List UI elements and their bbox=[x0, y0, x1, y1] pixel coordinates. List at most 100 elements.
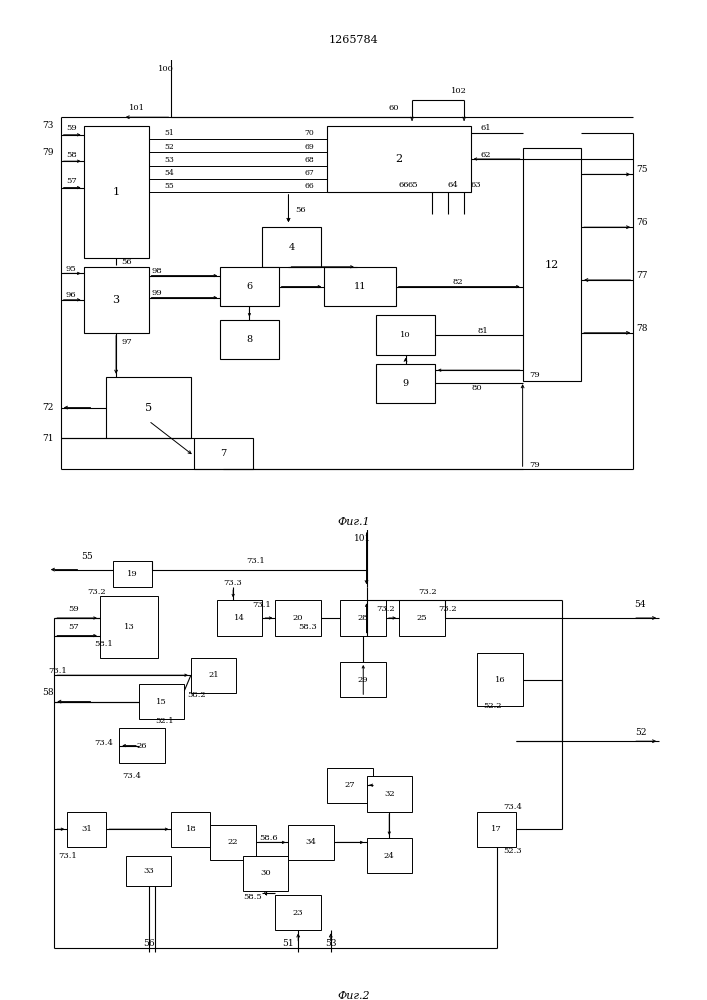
Text: 66: 66 bbox=[305, 182, 315, 190]
Text: 73.4: 73.4 bbox=[122, 772, 141, 780]
Text: 3: 3 bbox=[112, 295, 119, 305]
Bar bbox=[341, 662, 386, 697]
Text: 4: 4 bbox=[288, 242, 295, 251]
Text: 18: 18 bbox=[185, 825, 197, 833]
Text: 58.6: 58.6 bbox=[259, 834, 279, 842]
Bar bbox=[262, 227, 321, 267]
Text: 15: 15 bbox=[156, 698, 167, 706]
Text: 61: 61 bbox=[480, 124, 491, 132]
Text: 73: 73 bbox=[42, 121, 54, 130]
Text: 70: 70 bbox=[305, 129, 315, 137]
Text: 96: 96 bbox=[65, 291, 76, 299]
Bar bbox=[376, 364, 435, 403]
Text: 58: 58 bbox=[66, 151, 76, 159]
Text: 68: 68 bbox=[305, 156, 315, 164]
Text: 67: 67 bbox=[305, 169, 315, 177]
Bar bbox=[327, 768, 373, 803]
Text: 73.1: 73.1 bbox=[252, 601, 271, 609]
Text: 52: 52 bbox=[635, 728, 646, 737]
Bar bbox=[366, 838, 412, 873]
Text: 55: 55 bbox=[81, 552, 93, 561]
Bar bbox=[211, 825, 256, 860]
Text: 63: 63 bbox=[471, 181, 481, 189]
Text: 73.2: 73.2 bbox=[438, 605, 457, 613]
Text: 54: 54 bbox=[165, 169, 175, 177]
Text: 73.1: 73.1 bbox=[58, 852, 76, 860]
Bar bbox=[325, 267, 396, 306]
Text: 51: 51 bbox=[165, 129, 175, 137]
Text: 73.1: 73.1 bbox=[247, 557, 265, 565]
Text: 73.4: 73.4 bbox=[94, 739, 113, 747]
Text: 73.2: 73.2 bbox=[376, 605, 395, 613]
Bar bbox=[113, 561, 152, 587]
Text: 54: 54 bbox=[635, 600, 646, 609]
Text: 56: 56 bbox=[122, 258, 132, 266]
Text: 59: 59 bbox=[66, 124, 76, 132]
Text: 55: 55 bbox=[165, 182, 175, 190]
Text: 52.2: 52.2 bbox=[484, 702, 502, 710]
Bar bbox=[191, 658, 236, 693]
Text: 25: 25 bbox=[416, 614, 427, 622]
Text: 19: 19 bbox=[127, 570, 138, 578]
Text: 7: 7 bbox=[221, 449, 226, 458]
Text: 22: 22 bbox=[228, 838, 238, 846]
Bar bbox=[522, 148, 581, 381]
Text: 75: 75 bbox=[636, 165, 648, 174]
Text: 98: 98 bbox=[152, 267, 163, 275]
Bar bbox=[243, 856, 288, 891]
Bar bbox=[220, 267, 279, 306]
Text: 23: 23 bbox=[293, 909, 303, 917]
Text: 8: 8 bbox=[246, 335, 252, 344]
Bar bbox=[376, 315, 435, 355]
Bar bbox=[126, 856, 171, 886]
Text: 102: 102 bbox=[451, 87, 467, 95]
Text: 17: 17 bbox=[491, 825, 502, 833]
Text: 11: 11 bbox=[354, 282, 366, 291]
Bar bbox=[477, 653, 522, 706]
Bar bbox=[220, 320, 279, 359]
Bar bbox=[106, 377, 191, 438]
Text: 78: 78 bbox=[636, 324, 648, 333]
Text: 58: 58 bbox=[42, 688, 54, 697]
Text: 76: 76 bbox=[636, 218, 648, 227]
Text: 64: 64 bbox=[448, 181, 459, 189]
Text: 62: 62 bbox=[480, 151, 491, 159]
Text: 71: 71 bbox=[42, 434, 54, 443]
Bar bbox=[288, 825, 334, 860]
Bar bbox=[100, 596, 158, 658]
Text: 57: 57 bbox=[69, 623, 79, 631]
Text: 79: 79 bbox=[529, 371, 540, 379]
Text: 58.1: 58.1 bbox=[94, 640, 113, 648]
Text: 97: 97 bbox=[122, 338, 132, 346]
Bar bbox=[217, 600, 262, 636]
Text: 95: 95 bbox=[65, 265, 76, 273]
Text: 52: 52 bbox=[165, 143, 175, 151]
Bar bbox=[366, 776, 412, 812]
Bar bbox=[139, 684, 185, 719]
Bar bbox=[67, 812, 106, 847]
Text: 81: 81 bbox=[477, 327, 488, 335]
Text: 1: 1 bbox=[112, 187, 119, 197]
Text: 99: 99 bbox=[152, 289, 163, 297]
Text: 73.3: 73.3 bbox=[223, 579, 243, 587]
Bar bbox=[327, 126, 471, 192]
Text: 69: 69 bbox=[305, 143, 315, 151]
Bar bbox=[341, 600, 386, 636]
Text: 10: 10 bbox=[400, 331, 411, 339]
Text: 20: 20 bbox=[293, 614, 303, 622]
Bar bbox=[399, 600, 445, 636]
Text: 56: 56 bbox=[143, 939, 154, 948]
Text: 2: 2 bbox=[395, 154, 402, 164]
Bar bbox=[119, 728, 165, 763]
Text: 34: 34 bbox=[306, 838, 317, 846]
Text: Фиг.1: Фиг.1 bbox=[337, 517, 370, 527]
Text: 9: 9 bbox=[402, 379, 409, 388]
Text: 29: 29 bbox=[358, 676, 368, 684]
Bar bbox=[83, 126, 148, 258]
Bar bbox=[477, 812, 516, 847]
Text: Фиг.2: Фиг.2 bbox=[337, 991, 370, 1000]
Text: 28: 28 bbox=[358, 614, 368, 622]
Text: 33: 33 bbox=[144, 867, 154, 875]
Text: 24: 24 bbox=[384, 852, 395, 860]
Text: 101: 101 bbox=[129, 104, 145, 112]
